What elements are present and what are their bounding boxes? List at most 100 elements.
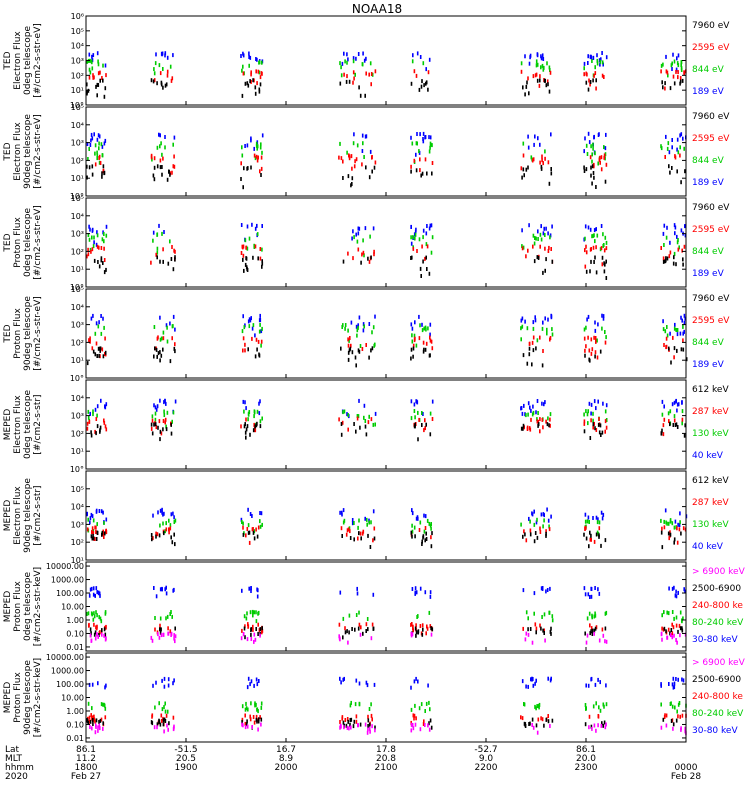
panel-3-point [676,234,678,239]
panel-2-point [676,169,678,174]
panel-7-point [527,632,530,637]
panel-4-point [99,346,101,351]
panel-3-ylabel-line: [#/cm2-s-str-eV] [33,205,43,280]
panel-1-point [587,54,589,59]
panel-2-point [594,151,596,156]
panel-2-point [522,153,525,158]
panel-4-point [680,315,682,320]
panel-7-point [595,625,598,630]
panel-6-point [413,525,416,530]
panel-5-point [374,411,377,416]
panel-2-point [679,145,681,150]
panel-3-point [152,230,155,235]
panel-8-point [541,717,544,722]
panel-6-point [671,521,674,526]
panel-1-point [166,69,169,74]
panel-8-point [365,680,368,685]
panel-4-point [531,362,533,367]
panel-1-point [352,59,355,64]
panel-1-point [548,89,551,94]
panel-7-point [430,632,433,637]
panel-5-point [587,421,589,426]
panel-2-point [679,153,681,158]
panel-8-point [535,706,537,711]
panel-7-point [257,610,260,615]
panel-5-legend-entry: 40 keV [692,451,724,461]
panel-5-point [592,411,594,416]
panel-3-point [537,256,540,260]
panel-2-point [173,135,176,140]
panel-2-point [86,164,88,169]
panel-3-point [592,245,595,250]
panel-6-point [669,530,671,535]
panel-6-point [545,533,547,538]
panel-1-point [166,73,169,78]
panel-7-point [247,624,249,629]
panel-2-point [256,146,258,151]
panel-7-point [97,634,99,639]
panel-4-point [171,336,173,341]
panel-5-point [170,422,172,427]
panel-4-point [604,340,607,345]
panel-5-point [683,433,686,438]
panel-1-point [88,67,91,72]
panel-2-point [254,156,257,161]
panel-2-point [593,175,595,180]
panel-2-point [668,164,670,169]
panel-7-legend-entry: 80-240 keV [692,618,744,628]
panel-5-point [429,411,432,416]
panel-7-point [669,633,672,638]
panel-8-ytick-label: 1.00 [66,707,84,716]
panel-8-point [664,713,666,718]
panel-3-point [521,246,524,251]
panel-6-point [357,536,359,541]
panel-8-point [547,714,549,718]
panel-8-point [590,676,593,681]
panel-1-point [595,78,597,83]
panel-6-point [245,533,247,538]
panel-4-point [92,349,95,354]
panel-6-point [103,535,105,539]
panel-5-point [86,421,89,426]
panel-5-point [341,420,344,425]
panel-4-point [174,349,176,354]
panel-8-point [342,677,344,682]
panel-1-point [542,57,545,61]
panel-8-legend-entry: 2500-6900 [692,675,741,685]
panel-6-point [540,512,543,517]
panel-3-point [431,235,434,240]
panel-4-point [100,314,102,318]
panel-5-point [151,431,154,436]
panel-3-point [88,224,90,229]
panel-8-point [90,713,92,718]
panel-7-point [259,633,261,638]
panel-1-point [590,55,592,60]
panel-4-point [156,354,158,359]
panel-8-point [154,705,156,710]
panel-3-point [662,259,665,264]
panel-5-point [165,401,167,406]
panel-8-point [172,681,174,686]
panel-8-point [155,680,157,685]
panel-7-point [247,622,249,627]
panel-8-point [254,701,256,706]
panel-8-point [166,709,169,714]
panel-3-point [525,254,527,259]
panel-1-point [259,75,262,80]
panel-2-point [152,173,155,178]
panel-1-ytick-label: 10° [70,101,84,110]
panel-1-point [345,79,348,84]
panel-6-point [664,508,667,513]
panel-6-frame [85,470,687,561]
panel-6-point [165,521,167,526]
panel-5-point [163,409,165,414]
panel-2-point [593,162,595,167]
panel-7-point [244,635,246,640]
panel-1-point [340,65,342,70]
panel-4-point [89,339,91,344]
panel-6-point [95,508,98,513]
panel-5-point [605,418,608,422]
panel-6-point [261,522,263,527]
panel-8-point [415,716,417,721]
panel-5-point [365,432,368,437]
